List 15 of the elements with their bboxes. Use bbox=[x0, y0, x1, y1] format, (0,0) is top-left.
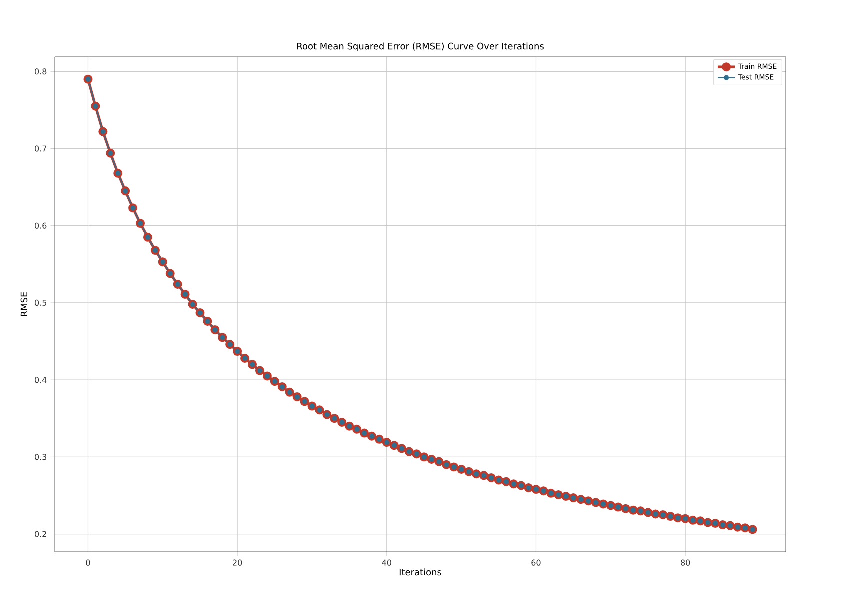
y-tick-label: 0.5 bbox=[35, 300, 46, 306]
x-axis-title: Iterations bbox=[400, 568, 442, 576]
x-tick-label: 0 bbox=[86, 560, 90, 566]
y-axis-title: RMSE bbox=[20, 292, 28, 316]
y-tick-label: 0.6 bbox=[35, 222, 47, 229]
y-tick-label: 0.4 bbox=[35, 377, 47, 384]
y-tick-label: 0.8 bbox=[35, 68, 47, 75]
y-tick-label: 0.2 bbox=[35, 531, 46, 538]
y-tick-label: 0.7 bbox=[35, 146, 47, 152]
x-tick-label: 60 bbox=[532, 560, 541, 566]
x-tick-label: 40 bbox=[382, 560, 392, 566]
y-tick-label: 0.3 bbox=[35, 454, 47, 460]
x-tick-label: 80 bbox=[681, 560, 690, 566]
chart-title: Root Mean Squared Error (RMSE) Curve Over Iterations bbox=[297, 42, 544, 52]
x-tick-label: 20 bbox=[233, 560, 242, 566]
